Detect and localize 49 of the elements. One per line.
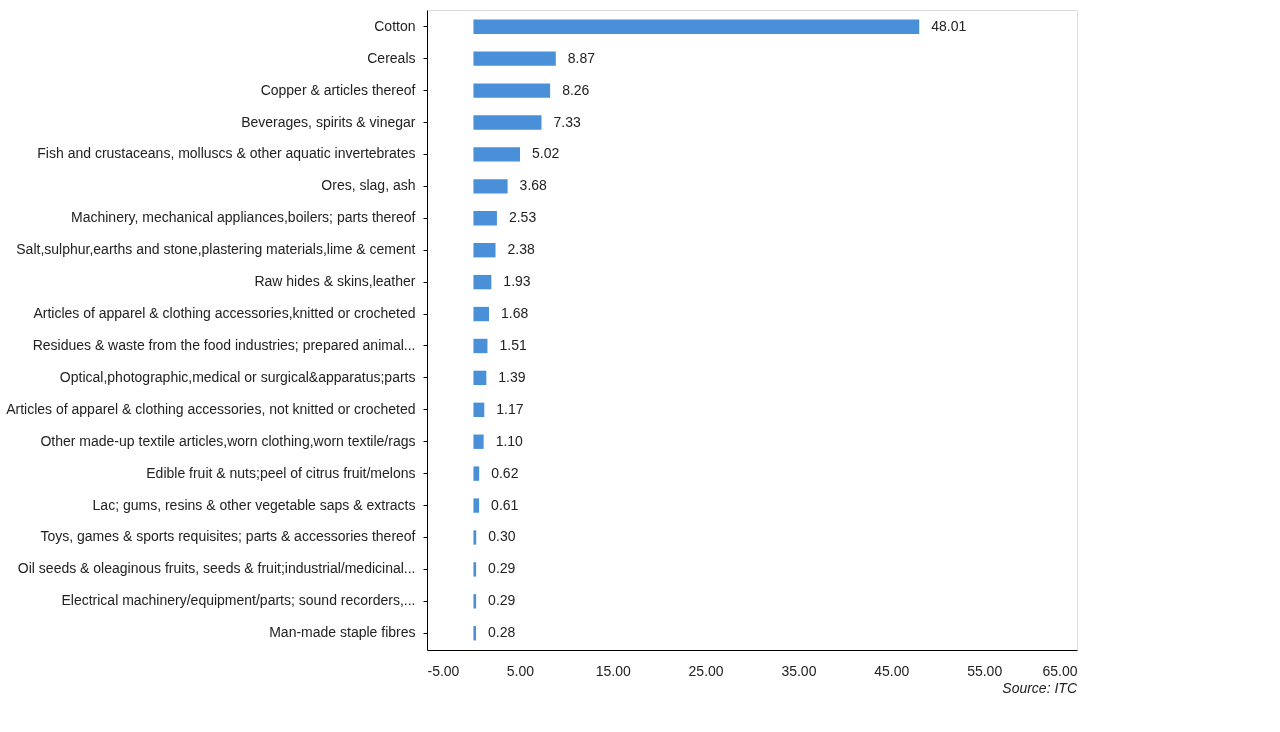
data-label: 8.87 — [567, 49, 596, 66]
data-label: 8.26 — [562, 81, 590, 98]
data-label: 0.62 — [491, 464, 519, 481]
data-label: 1.51 — [499, 336, 527, 353]
y-tick-label: Oil seeds & oleaginous fruits, seeds & fruit;industrial/medicinal... — [17, 560, 416, 577]
x-tick-label: 65.00 — [1042, 662, 1078, 679]
x-tick-label: 25.00 — [688, 662, 724, 679]
data-label: 0.30 — [488, 528, 516, 545]
data-label: 1.68 — [501, 305, 529, 322]
y-tick-label: Residues & waste from the food industries; prepared animal... — [32, 336, 416, 353]
data-label: 1.10 — [495, 432, 524, 449]
y-tick-label: Toys, games & sports requisites; parts & accessories thereof — [40, 528, 416, 545]
data-label: 0.29 — [488, 560, 516, 577]
x-tick-label: 15.00 — [595, 662, 631, 679]
data-label: 0.61 — [491, 496, 519, 513]
y-tick-label: Articles of apparel & clothing accessories, not knitted or crocheted — [6, 400, 416, 417]
data-label: 1.93 — [503, 273, 531, 290]
y-tick-label: Other made-up textile articles,worn clothing,worn textile/rags — [40, 432, 416, 449]
source-note: Source: ITC — [1002, 680, 1078, 696]
data-label: 0.29 — [488, 592, 516, 609]
y-tick-label: Electrical machinery/equipment/parts; sound recorders,... — [61, 592, 416, 609]
y-tick-label: Ores, slag, ash — [321, 177, 416, 194]
x-tick-label: 35.00 — [781, 662, 817, 679]
data-label: 48.01 — [931, 17, 967, 34]
data-label: 7.33 — [553, 113, 581, 130]
x-tick-label: 45.00 — [874, 662, 910, 679]
y-tick-label: Raw hides & skins,leather — [254, 273, 416, 290]
x-tick-label: -5.00 — [427, 662, 460, 679]
y-tick-label: Edible fruit & nuts;peel of citrus fruit/melons — [146, 464, 416, 481]
y-tick-label: Beverages, spirits & vinegar — [241, 113, 416, 130]
y-tick-label: Fish and crustaceans, molluscs & other aquatic invertebrates — [37, 145, 416, 162]
data-label: 1.17 — [496, 400, 524, 417]
x-tick-label: 55.00 — [967, 662, 1003, 679]
data-label: 5.02 — [532, 145, 560, 162]
data-label: 2.53 — [508, 209, 537, 226]
data-label: 0.28 — [488, 624, 516, 641]
y-tick-label: Copper & articles thereof — [260, 81, 416, 98]
y-tick-label: Salt,sulphur,earths and stone,plastering materials,lime & cement — [16, 241, 416, 258]
y-tick-label: Man-made staple fibres — [269, 624, 416, 641]
data-label: 1.39 — [498, 368, 526, 385]
y-tick-label: Cereals — [367, 49, 416, 66]
y-tick-label: Machinery, mechanical appliances,boilers; parts thereof — [71, 209, 416, 226]
data-label: 3.68 — [519, 177, 548, 194]
y-tick-label: Lac; gums, resins & other vegetable saps & extracts — [92, 496, 416, 513]
data-label: 2.38 — [507, 241, 535, 258]
y-tick-label: Cotton — [374, 17, 416, 34]
y-tick-label: Articles of apparel & clothing accessories,knitted or crocheted — [33, 305, 416, 322]
x-tick-label: 5.00 — [506, 662, 535, 679]
y-tick-label: Optical,photographic,medical or surgical&apparatus;parts — [59, 368, 416, 385]
